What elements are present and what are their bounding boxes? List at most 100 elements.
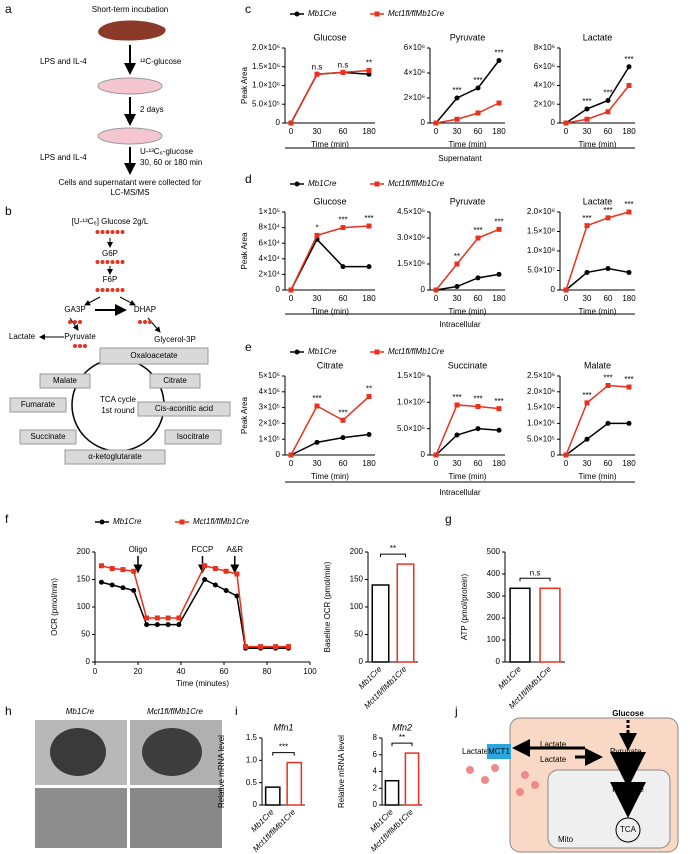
marker (454, 432, 460, 438)
carbon-dot (95, 288, 100, 292)
legend-label: Mb1Cre (308, 179, 337, 188)
cycle-label: TCA cycle (100, 395, 137, 404)
y-tick-label: 3.0×10⁶ (397, 233, 425, 242)
marker (475, 85, 481, 91)
carbon-dot (143, 320, 147, 324)
marker (475, 235, 481, 241)
step-text: 2 days (140, 105, 164, 114)
marker (626, 64, 632, 70)
y-axis-label: Peak Area (240, 232, 249, 269)
marker (454, 402, 460, 408)
marker (584, 269, 590, 275)
marker (366, 223, 372, 229)
y-tick-label: 0 (421, 285, 426, 294)
x-tick-label: 0 (289, 459, 294, 468)
x-tick-label: 30 (583, 294, 592, 303)
series-line (435, 273, 500, 291)
y-tick-label: 0 (253, 800, 258, 809)
significance: n.s (312, 62, 323, 71)
marker (475, 275, 481, 281)
legend-label: Mb1Cre (308, 347, 337, 356)
metabolite: DHAP (134, 305, 156, 314)
carbon-dot (105, 260, 110, 264)
marker (584, 436, 590, 442)
legend-marker (374, 11, 380, 17)
chart-title: Glucose (313, 32, 346, 42)
legend-marker (99, 519, 105, 525)
bar (371, 584, 390, 663)
series-line (290, 225, 370, 291)
step-text: ¹²C-glucose (140, 57, 182, 66)
marker (109, 582, 115, 588)
y-tick-label: 200 (350, 547, 364, 556)
carbon-dot (78, 344, 82, 348)
chart-title: Pyruvate (450, 196, 486, 206)
em-nucleus (142, 728, 202, 776)
dish (97, 77, 163, 95)
arrow (69, 317, 79, 331)
x-tick-label: 30 (313, 127, 322, 136)
carbon-dot (120, 260, 125, 264)
metabolite: Lactate (9, 332, 36, 341)
y-tick-label: 0 (421, 118, 426, 127)
significance: *** (338, 216, 347, 225)
marker (98, 579, 104, 585)
marker (605, 215, 611, 221)
marker (366, 264, 372, 270)
x-axis-label: Time (min) (449, 472, 487, 481)
x-tick-label: 0 (289, 294, 294, 303)
x-tick-label: 180 (492, 459, 506, 468)
panel-letter: f (5, 512, 9, 526)
legend-label: Mct1fl/flMb1Cre (193, 517, 250, 526)
legend-marker (294, 349, 300, 355)
marker (314, 403, 320, 409)
chart-title: Lactate (583, 32, 613, 42)
label: Mito (558, 835, 574, 844)
y-tick-label: 100 (350, 602, 364, 611)
legend-marker (374, 181, 380, 187)
x-tick-label: Mb1Cre (496, 664, 523, 691)
x-axis-label: Time (min) (579, 307, 617, 316)
significance: *** (624, 200, 633, 209)
panel-letter: e (245, 340, 252, 354)
y-tick-label: 2.0×10⁶ (252, 43, 280, 52)
node-box (39, 373, 91, 389)
significance: *** (624, 375, 633, 384)
marker (626, 269, 632, 275)
significance: *** (452, 393, 461, 402)
marker (234, 593, 240, 599)
y-tick-label: 1.0×10⁶ (252, 81, 280, 90)
series-line (435, 427, 500, 456)
metabolite: Isocitrate (177, 432, 210, 441)
carbon-dot (115, 288, 120, 292)
carbon-dot (105, 230, 110, 234)
series-line (101, 564, 289, 648)
legend-marker (294, 181, 300, 187)
marker (131, 588, 137, 593)
y-tick-label: 6×10⁶ (404, 43, 425, 52)
x-tick-label: 0 (434, 294, 439, 303)
marker (475, 110, 481, 116)
y-tick-label: 4×10⁶ (404, 68, 425, 77)
chart-title: Mfn2 (392, 722, 412, 732)
marker (433, 452, 439, 458)
x-tick-label: 180 (362, 294, 376, 303)
marker (584, 116, 590, 122)
marker (454, 284, 460, 290)
y-tick-label: 0 (276, 285, 281, 294)
y-axis-label: ATP (pmol/protein) (460, 573, 469, 640)
step-text: U-¹³C₆-glucose (140, 147, 194, 156)
y-tick-label: 0 (496, 657, 501, 666)
marker (454, 95, 460, 101)
image-label: Mb1Cre (66, 707, 95, 716)
x-axis-label: Time (min) (579, 140, 617, 149)
y-tick-label: 1.0×10⁸ (527, 246, 555, 255)
y-tick-label: 150 (77, 575, 91, 584)
y-tick-label: 400 (487, 569, 501, 578)
y-tick-label: 4 (373, 767, 378, 776)
y-axis-label: Relative mRNA level (337, 735, 346, 808)
x-tick-label: 60 (339, 459, 348, 468)
y-tick-label: 8×10⁶ (534, 43, 555, 52)
y-tick-label: 500 (487, 547, 501, 556)
panel-letter: i (235, 704, 238, 718)
